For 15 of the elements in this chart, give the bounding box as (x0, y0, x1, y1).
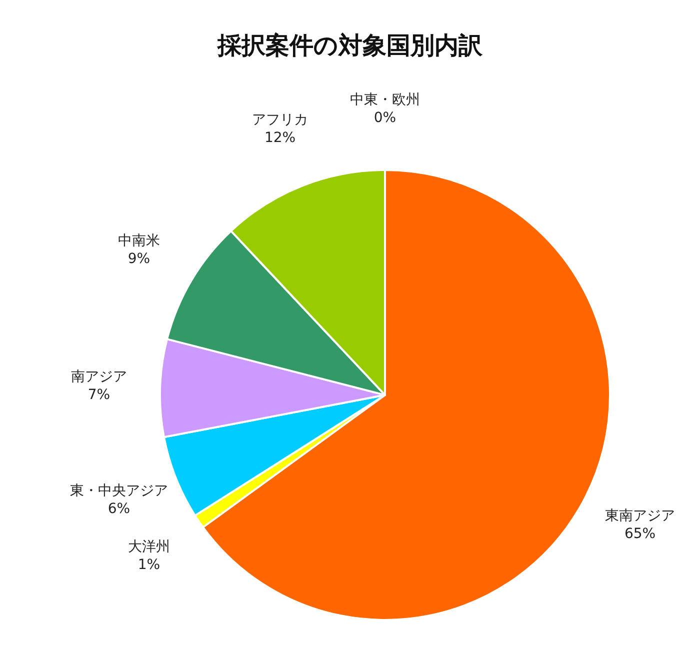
slice-label: 東南アジア (605, 508, 675, 524)
slice-label: 南アジア (71, 369, 127, 385)
slice-label: 大洋州 (128, 539, 170, 555)
chart-title: 採択案件の対象国別内訳 (216, 31, 484, 60)
text: 0% (374, 110, 396, 126)
slice-label: 中南米 (118, 233, 160, 249)
data-label: 9% (128, 251, 150, 268)
slice-label: アフリカ (252, 112, 308, 128)
data-label: 7% (88, 387, 110, 404)
category-label: 中東・欧州 (350, 92, 420, 108)
data-label: 65% (624, 526, 656, 542)
data-label: 1% (138, 557, 160, 574)
slice-label: 東・中央アジア (70, 483, 168, 499)
data-label: 12% (264, 130, 296, 146)
data-label: 6% (108, 501, 130, 518)
